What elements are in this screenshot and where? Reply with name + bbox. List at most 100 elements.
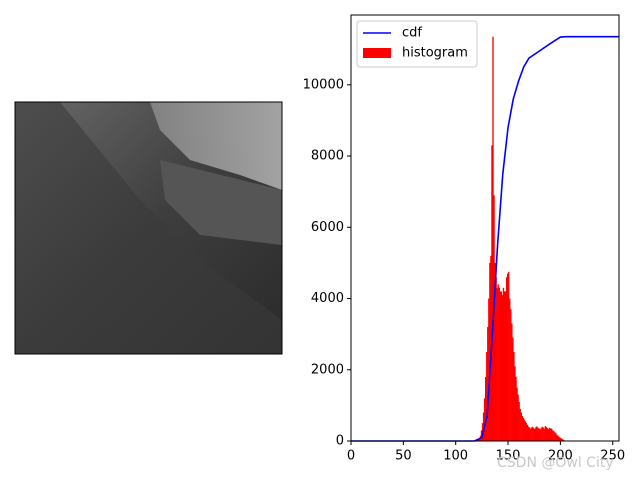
histogram-bar bbox=[536, 426, 538, 441]
histogram-bar bbox=[528, 427, 531, 441]
histogram-bar bbox=[518, 401, 520, 441]
histogram-bar bbox=[511, 323, 513, 441]
histogram-bar bbox=[520, 412, 522, 441]
image-slope bbox=[160, 160, 282, 245]
histogram-bar bbox=[554, 432, 556, 441]
histogram-bar bbox=[513, 351, 515, 441]
y-tick-label: 10000 bbox=[303, 77, 344, 92]
legend-label: cdf bbox=[402, 26, 422, 41]
histogram-bar bbox=[525, 423, 528, 441]
histogram-bar bbox=[553, 431, 555, 441]
histogram-bar bbox=[540, 428, 542, 441]
y-tick-label: 6000 bbox=[311, 220, 344, 235]
cdf-line bbox=[351, 35, 619, 442]
histogram-bar bbox=[556, 434, 558, 441]
y-tick-label: 4000 bbox=[311, 291, 344, 306]
y-tick-label: 2000 bbox=[311, 362, 344, 377]
histogram-bar bbox=[524, 421, 527, 441]
histogram-bar bbox=[477, 439, 480, 441]
histogram-bar bbox=[508, 271, 510, 441]
histogram-bar bbox=[512, 337, 514, 441]
histogram-bar bbox=[532, 426, 534, 441]
axes-frame bbox=[350, 14, 620, 442]
x-tick-label: 150 bbox=[496, 449, 521, 464]
histogram-bar bbox=[541, 426, 543, 441]
histogram-bar bbox=[500, 291, 503, 441]
x-tick-label: 0 bbox=[347, 449, 355, 464]
histogram-bar bbox=[516, 387, 518, 441]
histogram-bar bbox=[547, 428, 550, 441]
histogram-bar bbox=[522, 417, 525, 441]
histogram-bar bbox=[495, 277, 497, 441]
histogram-bar bbox=[506, 273, 509, 441]
histogram-bar bbox=[530, 428, 532, 441]
histogram-bar bbox=[504, 291, 507, 441]
histogram-bar bbox=[478, 438, 481, 441]
histogram-bar bbox=[515, 376, 517, 441]
histogram-bar bbox=[487, 327, 489, 441]
histogram-bar bbox=[550, 428, 553, 441]
histogram-bar bbox=[531, 427, 533, 441]
histogram-bar bbox=[543, 428, 545, 441]
histogram-bar bbox=[533, 428, 535, 441]
histogram-bar bbox=[549, 428, 552, 441]
histogram-bar bbox=[548, 427, 551, 441]
histogram-bar bbox=[538, 428, 540, 441]
histogram-bar bbox=[488, 298, 490, 441]
histogram-bar bbox=[561, 438, 563, 441]
histogram-bar bbox=[486, 351, 488, 441]
histogram-bar bbox=[542, 427, 544, 441]
histogram-bar bbox=[483, 398, 486, 441]
image-hill bbox=[15, 102, 282, 354]
histogram-bar bbox=[552, 430, 554, 441]
x-tick-label: 250 bbox=[600, 449, 625, 464]
y-tick-label: 8000 bbox=[311, 149, 344, 164]
histogram-bar bbox=[558, 436, 560, 441]
legend-patch bbox=[363, 48, 391, 58]
image-field bbox=[150, 102, 282, 190]
histogram-bar bbox=[526, 424, 529, 441]
histogram-bar bbox=[505, 277, 508, 441]
histogram-bar bbox=[496, 287, 498, 441]
image-frame bbox=[14, 101, 283, 355]
histogram-bar bbox=[503, 291, 506, 441]
histogram-bar bbox=[555, 433, 557, 441]
histogram-bar bbox=[498, 287, 500, 441]
histogram-bar bbox=[537, 427, 539, 441]
histogram-bar bbox=[482, 412, 485, 441]
histogram-bar bbox=[514, 366, 516, 441]
histogram-bar bbox=[502, 287, 505, 441]
histogram-bar bbox=[492, 36, 494, 442]
histogram-bar bbox=[535, 427, 537, 441]
histogram-bar bbox=[521, 416, 523, 441]
histogram-bar bbox=[517, 394, 519, 441]
histogram-bar bbox=[501, 294, 504, 441]
watermark: CSDN @Owl City bbox=[497, 455, 614, 471]
histogram-bar bbox=[489, 262, 491, 441]
x-tick-label: 200 bbox=[548, 449, 573, 464]
legend-label: histogram bbox=[402, 46, 468, 61]
histogram-bar bbox=[491, 145, 493, 441]
histogram-bar bbox=[545, 427, 548, 441]
histogram-bar bbox=[562, 439, 564, 441]
histogram-bar bbox=[559, 437, 561, 441]
histogram-bar bbox=[485, 376, 487, 441]
histogram-bar bbox=[519, 408, 521, 441]
histogram-bar bbox=[499, 291, 502, 441]
histogram-bar bbox=[560, 438, 562, 441]
histogram-bar bbox=[523, 419, 526, 441]
histogram-bar bbox=[544, 426, 547, 441]
histogram-bar bbox=[557, 435, 559, 441]
x-tick-label: 100 bbox=[443, 449, 468, 464]
histogram-bar bbox=[534, 428, 536, 441]
histogram-plot: 0 50 100 150 200 250 0 2000 4000 6000 8000 10000 cdf… bbox=[303, 14, 625, 464]
histogram-bar bbox=[539, 429, 541, 441]
histogram-bar bbox=[497, 284, 499, 441]
histogram-bar bbox=[494, 262, 496, 441]
histogram-bar bbox=[510, 309, 512, 441]
x-tick-label: 50 bbox=[395, 449, 412, 464]
image-panel bbox=[14, 101, 283, 355]
histogram-bar bbox=[509, 298, 511, 441]
histogram-bar bbox=[546, 428, 549, 441]
